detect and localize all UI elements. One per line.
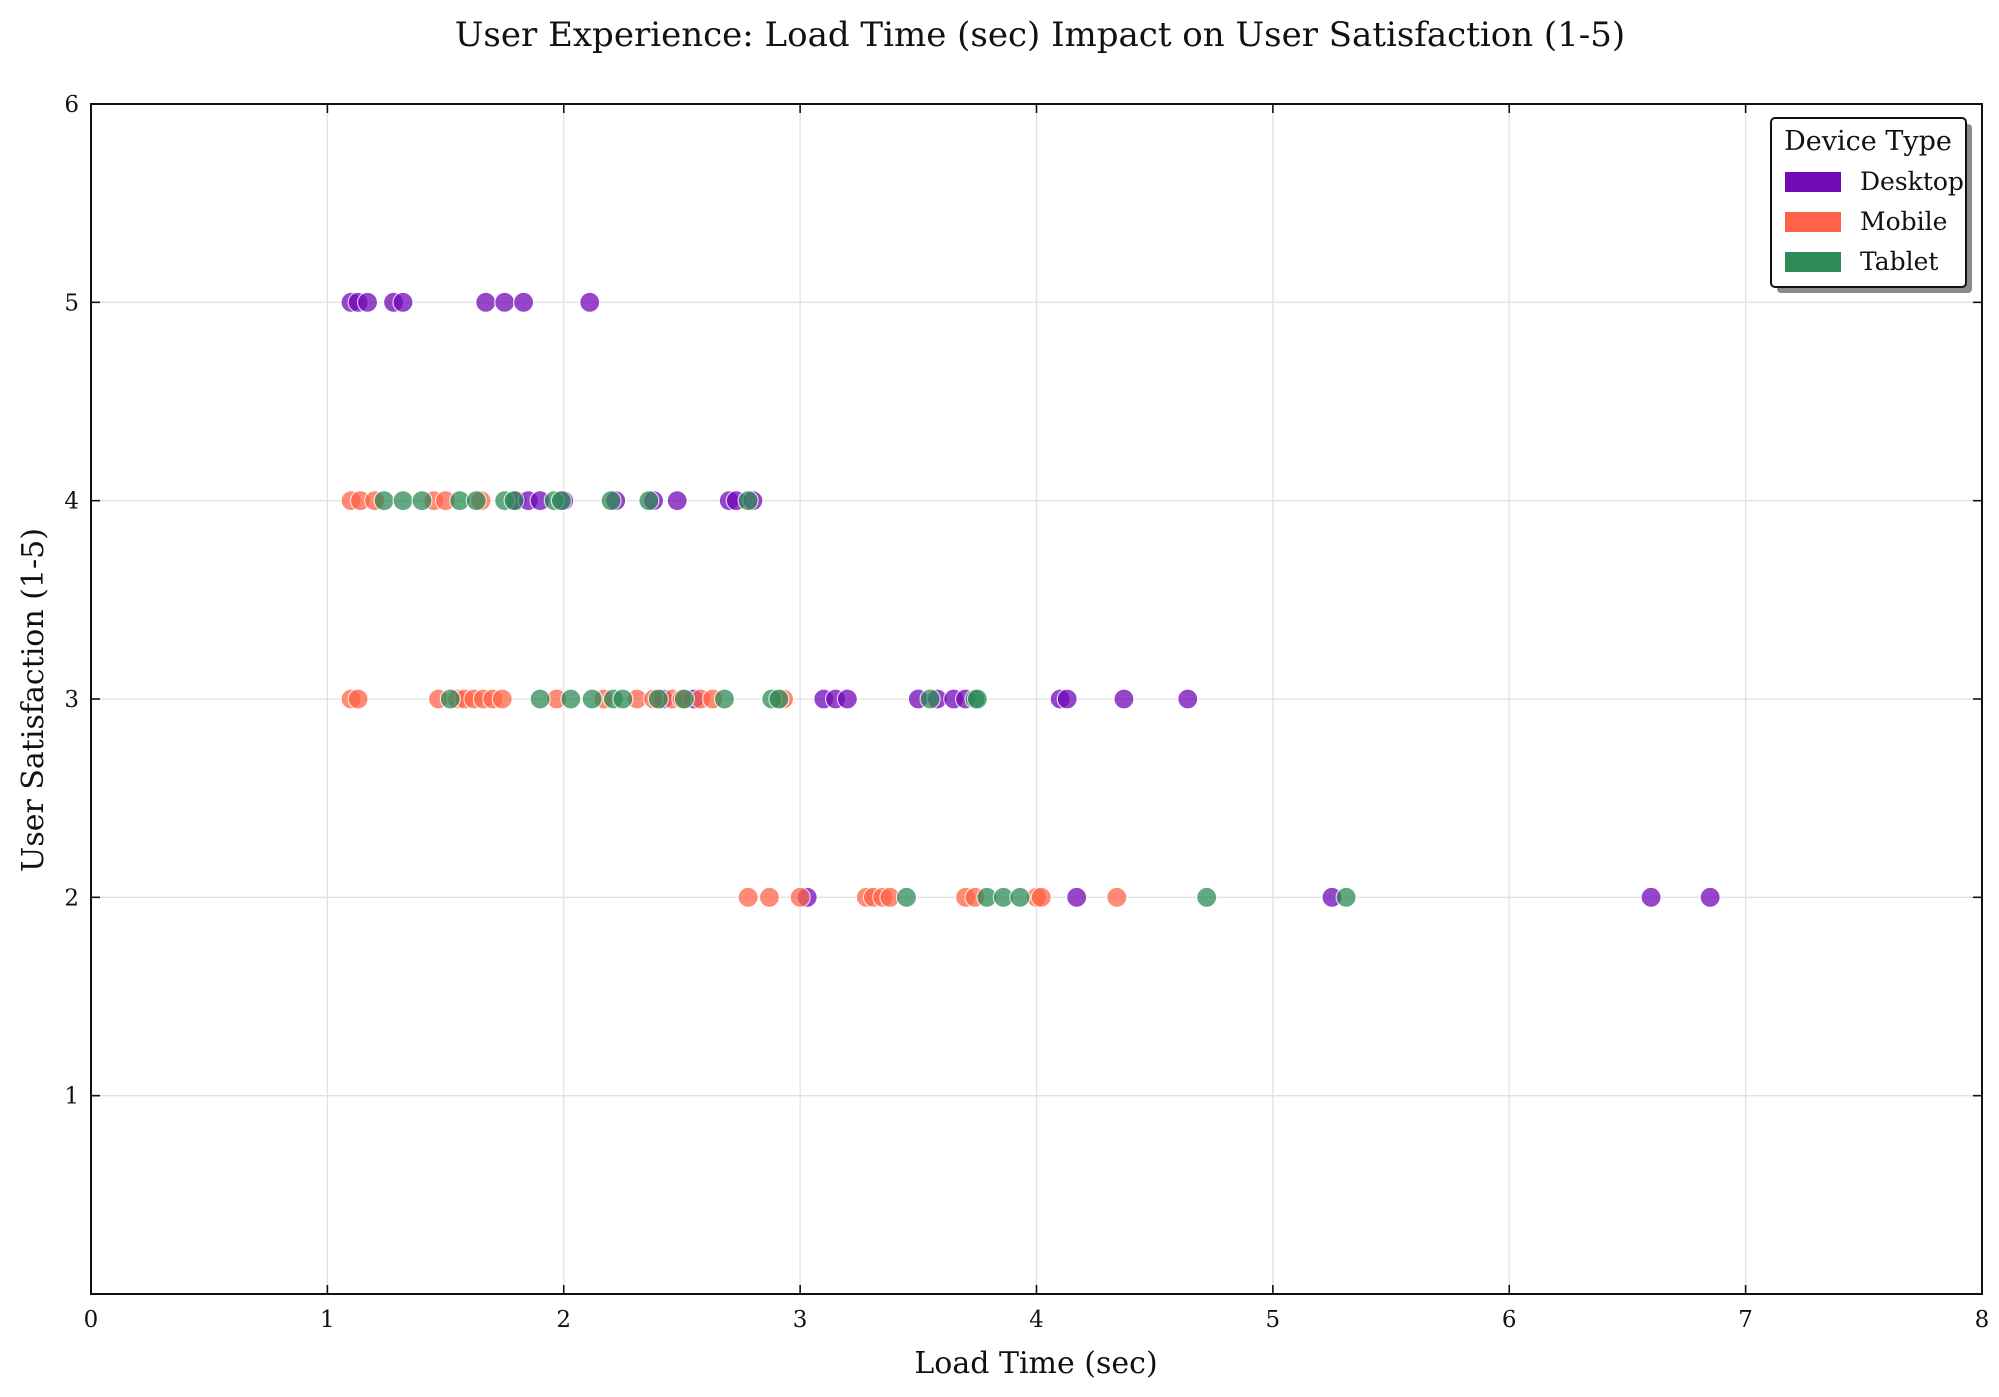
x-tick-label: 7 <box>1738 1307 1753 1333</box>
x-tick-label: 6 <box>1502 1307 1517 1333</box>
y-axis-label: User Satisfaction (1-5) <box>16 528 51 872</box>
x-tick-label: 5 <box>1266 1307 1281 1333</box>
data-point <box>581 688 603 710</box>
data-point <box>737 886 759 908</box>
series-tablet <box>373 490 1357 908</box>
data-point <box>919 688 941 710</box>
data-point <box>600 490 622 512</box>
data-point <box>1196 886 1218 908</box>
y-tick-label: 4 <box>64 489 79 515</box>
data-point <box>512 291 535 313</box>
x-tick-label: 1 <box>320 1307 335 1333</box>
data-point <box>836 688 859 710</box>
data-point <box>1335 886 1357 908</box>
data-point <box>373 490 395 512</box>
x-tick-label: 3 <box>793 1307 808 1333</box>
data-point <box>713 688 736 710</box>
data-point <box>895 886 918 908</box>
data-point <box>356 291 379 313</box>
data-point <box>758 886 780 908</box>
legend-swatch <box>1785 252 1841 272</box>
data-point <box>347 688 369 710</box>
y-tick-label: 6 <box>64 92 79 118</box>
chart-title: User Experience: Load Time (sec) Impact … <box>455 15 1625 55</box>
data-point <box>1106 886 1128 908</box>
legend-swatch <box>1785 172 1841 192</box>
data-point <box>550 490 572 512</box>
legend-title: Device Type <box>1784 126 1952 157</box>
data-point <box>1066 886 1088 908</box>
data-point <box>1030 886 1052 908</box>
data-point <box>966 688 989 710</box>
x-tick-label: 0 <box>84 1307 99 1333</box>
data-point <box>392 291 414 313</box>
data-point <box>647 688 669 710</box>
data-point <box>579 291 601 313</box>
x-tick-label: 8 <box>1975 1307 1990 1333</box>
y-tick-label: 3 <box>64 687 79 713</box>
data-point <box>1699 886 1721 908</box>
series-desktop <box>340 291 1721 908</box>
ticks-layer: 0 1 2 3 4 5 6 7 8 1 2 3 4 5 6 <box>64 92 1989 1333</box>
x-axis-label: Load Time (sec) <box>914 1346 1157 1381</box>
data-point <box>1113 688 1135 710</box>
data-point <box>392 490 414 512</box>
x-tick-label: 4 <box>1029 1307 1044 1333</box>
legend-box <box>1770 117 1967 288</box>
data-point <box>465 490 487 512</box>
data-point <box>494 291 516 313</box>
data-point <box>560 688 582 710</box>
data-point <box>529 688 551 710</box>
data-point <box>411 490 433 512</box>
data-point <box>673 688 695 710</box>
legend-label: Tablet <box>1860 247 1938 276</box>
data-point <box>1640 886 1662 908</box>
data-point <box>737 490 759 512</box>
legend-label: Mobile <box>1860 207 1947 236</box>
y-tick-label: 1 <box>64 1084 79 1110</box>
data-point <box>612 688 634 710</box>
data-point <box>1009 886 1031 908</box>
data-point <box>1056 688 1078 710</box>
data-point <box>1177 688 1199 710</box>
x-tick-label: 2 <box>556 1307 571 1333</box>
legend-swatch <box>1785 212 1841 232</box>
data-point <box>666 490 688 512</box>
legend-items: Desktop Mobile Tablet <box>1785 167 1964 276</box>
y-tick-label: 5 <box>64 290 79 316</box>
data-point <box>503 490 525 512</box>
grid-layer <box>91 104 1982 1294</box>
points-layer <box>340 291 1721 908</box>
data-point <box>789 886 811 908</box>
data-point <box>491 688 513 710</box>
y-tick-label: 2 <box>64 885 79 911</box>
legend: Device Type Desktop Mobile Tablet <box>1770 117 1972 293</box>
data-point <box>439 688 461 710</box>
data-point <box>638 490 660 512</box>
data-point <box>768 688 790 710</box>
data-point <box>475 291 497 313</box>
legend-label: Desktop <box>1860 167 1964 196</box>
